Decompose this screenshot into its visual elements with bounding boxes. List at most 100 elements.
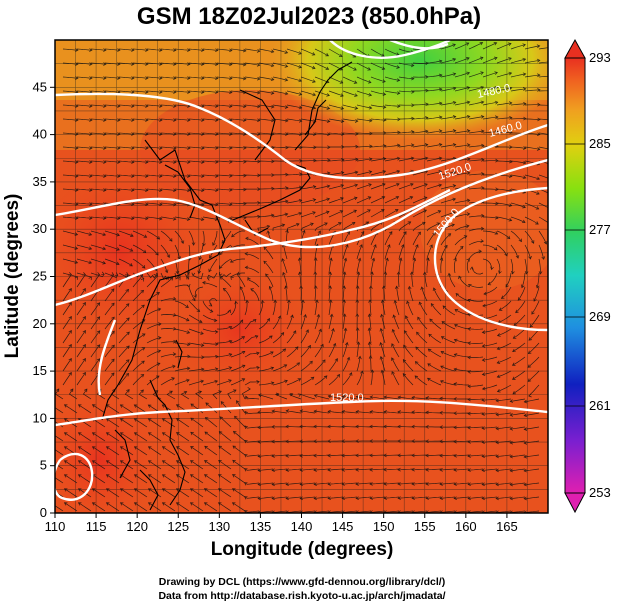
streamline-arrowhead xyxy=(218,390,222,394)
streamline-arrowhead xyxy=(430,303,435,307)
streamline-arrowhead xyxy=(483,291,487,296)
streamline-arrowhead xyxy=(242,62,247,67)
streamline xyxy=(328,244,334,260)
streamline-arrowhead xyxy=(270,91,275,95)
streamline-arrowhead xyxy=(425,88,429,93)
streamline xyxy=(202,380,218,386)
streamline-arrowhead xyxy=(367,80,372,84)
streamline-arrowhead xyxy=(397,410,401,414)
streamline-arrowhead xyxy=(341,132,345,136)
streamline-arrowhead xyxy=(83,388,88,393)
streamline-arrowhead xyxy=(481,386,486,391)
streamline-arrowhead xyxy=(91,446,96,450)
streamline-arrowhead xyxy=(452,100,457,105)
streamline-arrowhead xyxy=(243,215,247,220)
streamline xyxy=(76,230,92,236)
streamline xyxy=(223,288,232,302)
streamline-arrowhead xyxy=(327,496,331,501)
streamline-arrowhead xyxy=(551,134,554,137)
streamline-arrowhead xyxy=(481,412,485,416)
streamline-arrowhead xyxy=(204,445,208,450)
streamline xyxy=(370,104,386,108)
streamline-arrowhead xyxy=(89,118,93,122)
streamline-arrowhead xyxy=(88,276,92,281)
streamline xyxy=(411,468,428,471)
streamline xyxy=(286,362,300,372)
streamline xyxy=(412,157,428,162)
streamline xyxy=(300,230,306,246)
streamline-arrowhead xyxy=(298,271,302,275)
streamline xyxy=(55,435,64,442)
streamline-arrowhead xyxy=(355,327,360,331)
streamline-arrowhead xyxy=(341,424,345,429)
streamline xyxy=(300,90,316,96)
streamline xyxy=(454,199,470,204)
streamline xyxy=(383,468,400,471)
streamline xyxy=(426,88,442,92)
streamline xyxy=(162,474,176,484)
streamline xyxy=(384,258,388,274)
streamline xyxy=(188,300,200,312)
streamline xyxy=(510,230,522,242)
streamline xyxy=(174,300,189,308)
streamline-arrowhead xyxy=(438,183,443,188)
streamline-arrowhead xyxy=(411,482,415,486)
streamline-arrowhead xyxy=(68,372,72,376)
streamline xyxy=(64,488,78,498)
streamline xyxy=(487,272,498,285)
streamline xyxy=(426,210,441,218)
streamline xyxy=(230,301,237,316)
streamline xyxy=(258,482,274,485)
streamline xyxy=(233,431,246,442)
streamline xyxy=(90,302,100,316)
streamline xyxy=(510,258,514,274)
streamline xyxy=(76,202,92,205)
streamline-arrowhead xyxy=(341,158,345,162)
streamline xyxy=(482,384,498,390)
streamline xyxy=(230,132,247,135)
streamline xyxy=(440,116,456,120)
streamline-arrowhead xyxy=(89,160,93,164)
streamline xyxy=(467,440,484,443)
x-tick-label: 110 xyxy=(45,519,66,534)
streamline-arrowhead xyxy=(208,303,213,307)
streamline-arrowhead xyxy=(159,202,163,207)
streamline xyxy=(174,104,190,107)
streamline xyxy=(399,118,415,120)
streamline xyxy=(300,410,316,414)
streamline-arrowhead xyxy=(218,488,222,492)
streamline-arrowhead xyxy=(439,453,443,458)
streamline xyxy=(412,231,421,246)
streamline-arrowhead xyxy=(268,285,273,290)
streamline xyxy=(440,157,456,162)
streamline xyxy=(188,76,204,79)
streamline-arrowhead xyxy=(353,67,357,71)
streamline-arrowhead xyxy=(452,86,457,91)
streamline-arrowhead xyxy=(256,49,261,53)
streamline xyxy=(118,188,134,191)
streamline xyxy=(454,496,470,499)
streamline xyxy=(454,57,470,64)
streamline-arrowhead xyxy=(186,366,191,371)
streamline xyxy=(258,90,274,94)
streamline xyxy=(384,170,400,176)
streamline xyxy=(90,344,101,358)
streamline xyxy=(76,372,86,386)
streamline-arrowhead xyxy=(257,393,262,398)
streamline xyxy=(468,101,484,106)
streamline-arrowhead xyxy=(159,48,163,52)
streamline-arrowhead xyxy=(481,344,486,348)
streamline-arrowhead xyxy=(130,233,134,237)
streamline xyxy=(524,230,535,244)
streamline-arrowhead xyxy=(535,206,540,210)
streamline-arrowhead xyxy=(298,211,303,216)
streamline xyxy=(426,102,442,106)
streamline-arrowhead xyxy=(310,222,314,227)
streamline xyxy=(441,336,456,344)
streamline-arrowhead xyxy=(523,482,527,487)
streamline xyxy=(525,118,541,120)
streamline-arrowhead xyxy=(282,271,286,276)
streamline xyxy=(440,211,456,218)
streamline xyxy=(529,314,540,328)
